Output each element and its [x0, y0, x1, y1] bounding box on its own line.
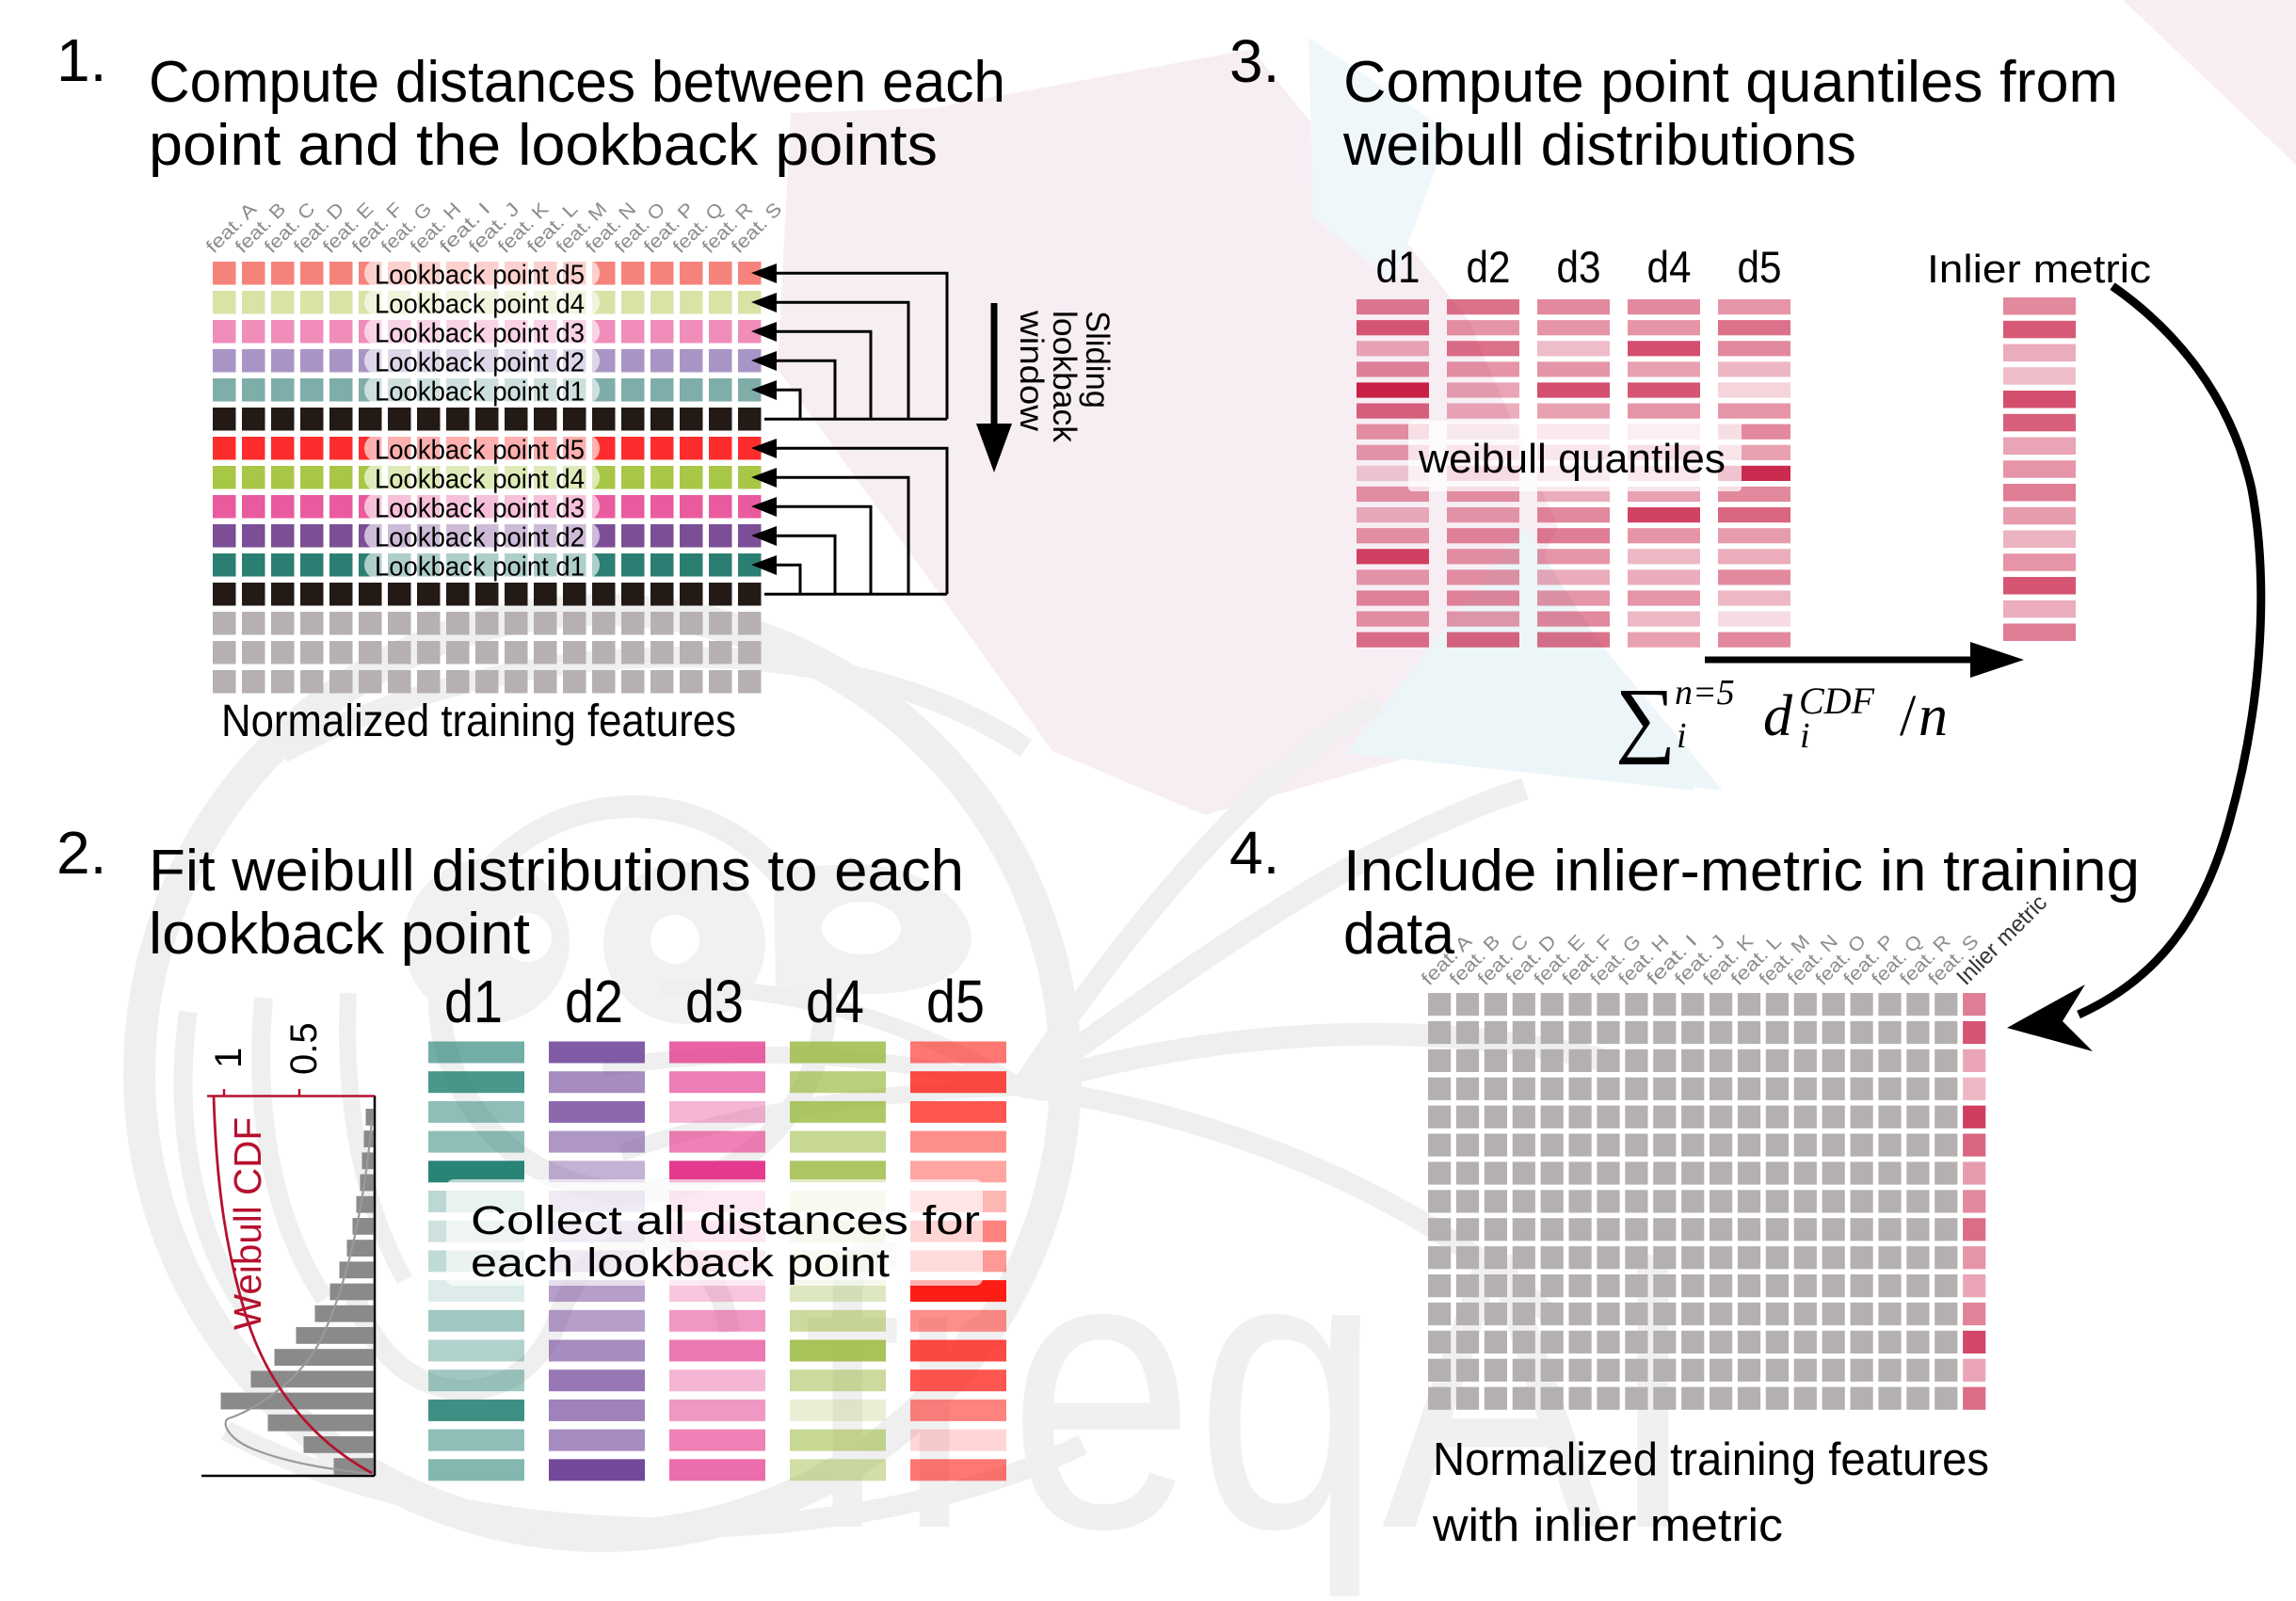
svg-text:i: i [1677, 716, 1687, 756]
svg-text:Sliding: Sliding [1079, 311, 1116, 408]
svg-text:Lookback point d2: Lookback point d2 [375, 523, 585, 553]
svg-text:0.5: 0.5 [283, 1022, 325, 1075]
svg-text:Collect all distances for: Collect all distances for [471, 1198, 980, 1243]
svg-text:Compute point quantiles from: Compute point quantiles from [1343, 50, 2118, 115]
svg-text:1: 1 [208, 1048, 249, 1068]
svg-text:d: d [1763, 684, 1793, 748]
svg-text:d4: d4 [806, 968, 864, 1035]
svg-text:Lookback point d5: Lookback point d5 [375, 261, 585, 291]
svg-text:n=5: n=5 [1675, 673, 1735, 712]
svg-text:d3: d3 [1557, 242, 1601, 292]
svg-text:4.: 4. [1229, 819, 1279, 887]
svg-text:Include inlier-metric in train: Include inlier-metric in training [1343, 839, 2140, 904]
svg-text:Lookback point d1: Lookback point d1 [375, 552, 585, 583]
svg-text:lookback point: lookback point [149, 902, 530, 967]
svg-text:/: / [1900, 684, 1917, 748]
svg-text:Lookback point d2: Lookback point d2 [375, 348, 585, 378]
svg-text:weibull distributions: weibull distributions [1342, 113, 1856, 178]
svg-text:d1: d1 [444, 968, 503, 1035]
svg-text:Weibull CDF: Weibull CDF [226, 1117, 269, 1330]
svg-text:2.: 2. [56, 819, 106, 887]
svg-text:Lookback point d4: Lookback point d4 [375, 290, 585, 320]
svg-text:each lookback point: each lookback point [471, 1241, 890, 1286]
svg-text:Compute distances between each: Compute distances between each [149, 50, 1005, 115]
svg-text:Lookback point d1: Lookback point d1 [375, 377, 585, 408]
svg-text:Normalized training features: Normalized training features [221, 696, 736, 746]
svg-text:d5: d5 [926, 968, 985, 1035]
svg-text:Normalized training features: Normalized training features [1433, 1434, 1989, 1485]
svg-text:window: window [1013, 310, 1050, 432]
svg-text:CDF: CDF [1799, 680, 1875, 722]
svg-text:d5: d5 [1738, 242, 1782, 292]
svg-text:lookback: lookback [1046, 311, 1083, 443]
svg-text:3.: 3. [1229, 27, 1279, 95]
svg-text:Lookback point d3: Lookback point d3 [375, 494, 585, 524]
svg-text:Fit weibull distributions to e: Fit weibull distributions to each [149, 839, 964, 904]
svg-text:data: data [1343, 902, 1455, 967]
svg-text:Lookback point d4: Lookback point d4 [375, 465, 585, 495]
svg-text:n: n [1919, 684, 1948, 748]
svg-text:i: i [1800, 716, 1810, 756]
svg-text:∑: ∑ [1615, 672, 1676, 765]
svg-text:d4: d4 [1647, 242, 1692, 292]
svg-text:point and the lookback points: point and the lookback points [149, 113, 938, 178]
svg-text:with inlier metric: with inlier metric [1432, 1500, 1783, 1551]
svg-text:Lookback point d5: Lookback point d5 [375, 436, 585, 466]
svg-text:Lookback point d3: Lookback point d3 [375, 319, 585, 349]
svg-text:weibull quantiles: weibull quantiles [1418, 436, 1726, 482]
svg-text:d2: d2 [1467, 242, 1511, 292]
svg-text:d2: d2 [565, 968, 623, 1035]
svg-text:d1: d1 [1376, 242, 1421, 292]
svg-text:d3: d3 [685, 968, 744, 1035]
svg-text:1.: 1. [56, 26, 106, 94]
svg-text:Inlier metric: Inlier metric [1927, 247, 2151, 291]
